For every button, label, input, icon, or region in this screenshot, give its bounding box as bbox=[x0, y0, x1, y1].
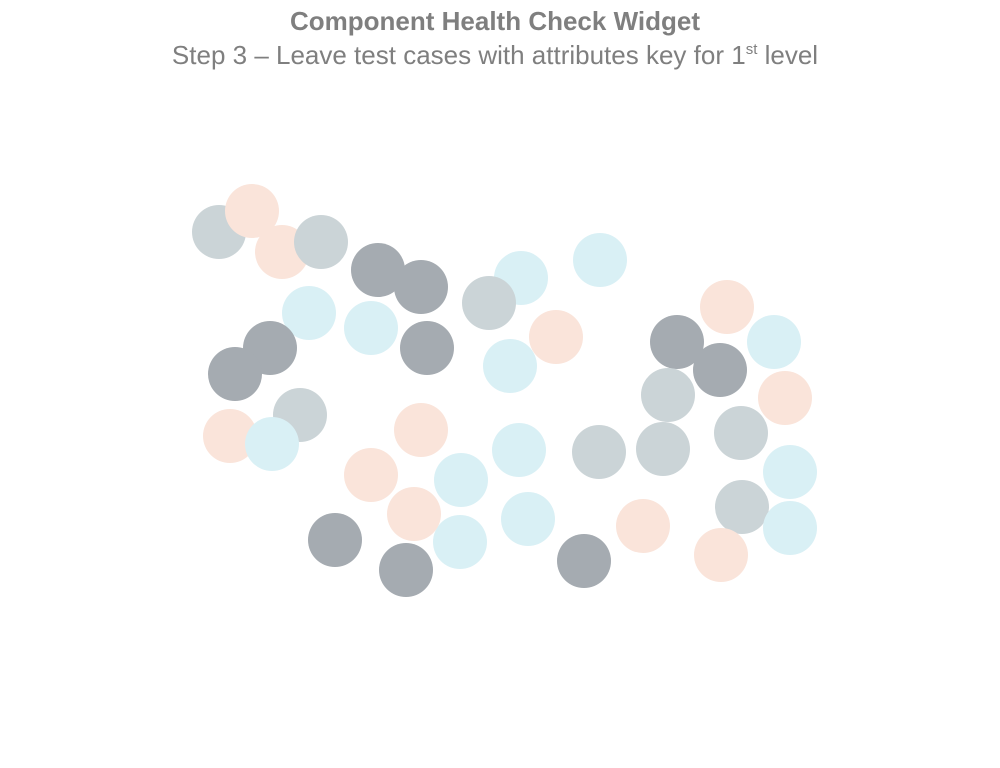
test-case-bubble bbox=[763, 501, 817, 555]
test-case-bubble bbox=[344, 301, 398, 355]
test-case-bubble bbox=[492, 423, 546, 477]
test-case-bubble bbox=[387, 487, 441, 541]
test-case-bubble bbox=[529, 310, 583, 364]
subtitle-text: Step 3 – Leave test cases with attribute… bbox=[171, 40, 746, 70]
test-case-bubble bbox=[636, 422, 690, 476]
test-case-bubble bbox=[344, 448, 398, 502]
test-case-bubble bbox=[763, 445, 817, 499]
test-case-bubble bbox=[203, 409, 257, 463]
test-case-bubble bbox=[433, 515, 487, 569]
test-case-bubble bbox=[501, 492, 555, 546]
test-case-bubble bbox=[714, 406, 768, 460]
subtitle-end: level bbox=[757, 40, 819, 70]
page-title: Component Health Check Widget bbox=[289, 6, 700, 36]
test-case-bubble bbox=[747, 315, 801, 369]
test-case-bubble bbox=[434, 453, 488, 507]
test-case-bubble bbox=[693, 343, 747, 397]
test-case-bubble bbox=[379, 543, 433, 597]
subtitle-superscript: st bbox=[745, 41, 758, 58]
test-case-bubble bbox=[394, 403, 448, 457]
test-case-bubble bbox=[616, 499, 670, 553]
test-case-bubble bbox=[650, 315, 704, 369]
test-case-bubble bbox=[641, 368, 695, 422]
test-case-bubble bbox=[758, 371, 812, 425]
test-case-bubble bbox=[572, 425, 626, 479]
test-case-bubble bbox=[715, 480, 769, 534]
page-subtitle: Step 3 – Leave test cases with attribute… bbox=[0, 38, 990, 72]
test-case-bubble bbox=[557, 534, 611, 588]
test-case-bubble bbox=[351, 243, 405, 297]
test-case-bubble bbox=[225, 184, 279, 238]
test-case-bubble bbox=[394, 260, 448, 314]
test-case-bubble bbox=[573, 233, 627, 287]
test-case-bubble bbox=[462, 276, 516, 330]
test-case-bubble bbox=[208, 347, 262, 401]
test-case-bubble bbox=[694, 528, 748, 582]
test-case-bubble bbox=[282, 286, 336, 340]
test-case-bubble bbox=[483, 339, 537, 393]
test-case-bubble bbox=[245, 417, 299, 471]
test-case-bubble bbox=[700, 280, 754, 334]
test-case-bubble bbox=[400, 321, 454, 375]
test-case-bubble bbox=[308, 513, 362, 567]
test-case-bubble bbox=[294, 215, 348, 269]
